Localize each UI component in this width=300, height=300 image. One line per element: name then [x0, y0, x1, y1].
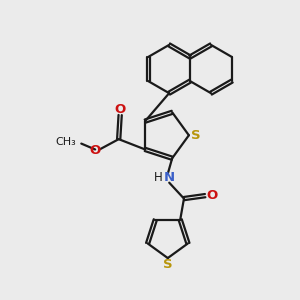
Text: S: S	[163, 258, 172, 271]
Text: O: O	[206, 189, 217, 202]
Text: O: O	[115, 103, 126, 116]
Text: S: S	[190, 129, 200, 142]
Text: CH₃: CH₃	[55, 137, 76, 147]
Text: N: N	[164, 171, 175, 184]
Text: H: H	[154, 171, 163, 184]
Text: O: O	[89, 144, 101, 158]
